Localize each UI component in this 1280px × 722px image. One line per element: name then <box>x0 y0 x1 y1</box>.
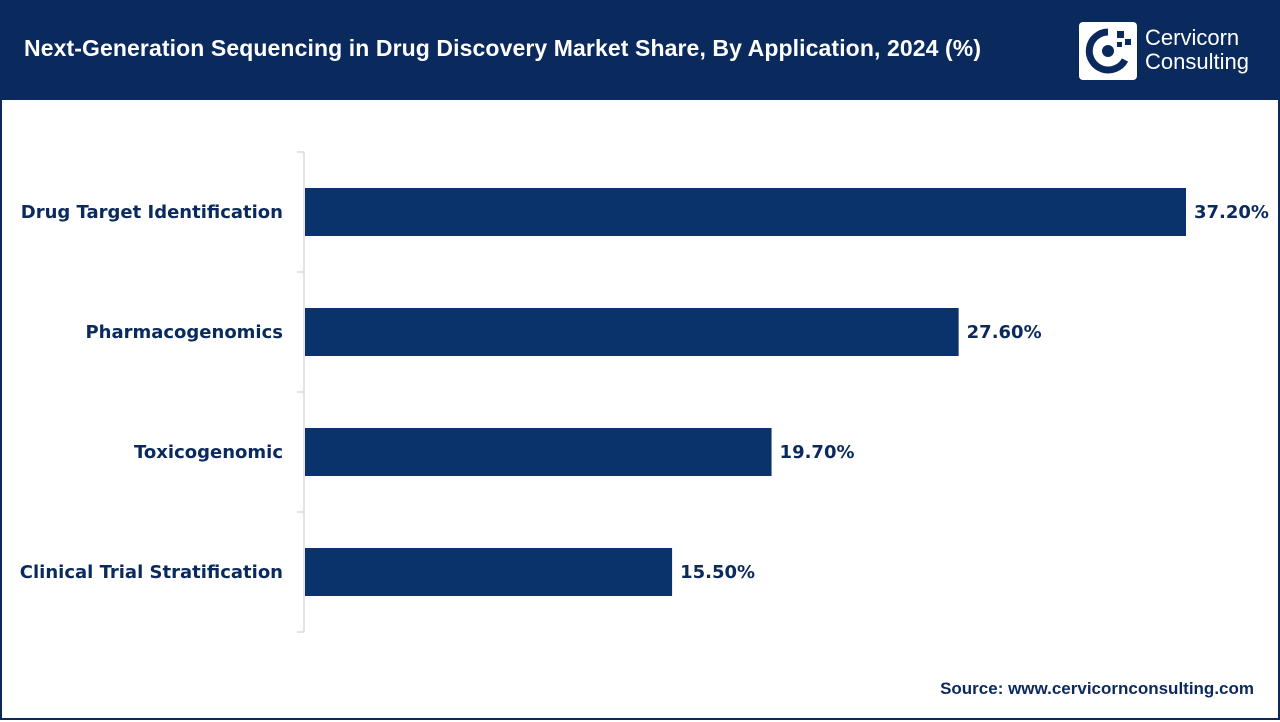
category-label: Pharmacogenomics <box>85 322 283 343</box>
category-label: Toxicogenomic <box>134 442 283 463</box>
bar <box>305 548 673 596</box>
category-label: Drug Target Identification <box>21 202 283 223</box>
value-label: 37.20% <box>1194 202 1269 223</box>
value-label: 19.70% <box>780 442 855 463</box>
logo-text: Cervicorn Consulting <box>1145 26 1249 74</box>
source-note: Source: www.cervicornconsulting.com <box>940 679 1254 698</box>
chart-title: Next-Generation Sequencing in Drug Disco… <box>24 35 982 61</box>
cervicorn-logo-icon <box>1079 22 1137 80</box>
bar <box>305 428 772 476</box>
brand-logo: Cervicorn Consulting <box>1079 22 1259 80</box>
logo-line-1: Cervicorn <box>1145 25 1240 50</box>
labels-layer: Drug Target Identification 37.20% Pharmaco… <box>20 202 1269 583</box>
bar-chart: Drug Target Identification 37.20% Pharmaco… <box>20 151 1269 633</box>
bar <box>305 308 959 356</box>
bar <box>305 188 1186 236</box>
header-banner: Next-Generation Sequencing in Drug Disco… <box>2 2 1280 100</box>
bars-layer <box>305 188 1186 596</box>
category-label: Clinical Trial Stratification <box>20 562 283 583</box>
value-label: 15.50% <box>680 562 755 583</box>
value-label: 27.60% <box>967 322 1042 343</box>
logo-line-2: Consulting <box>1145 49 1249 74</box>
axis-layer <box>297 151 305 633</box>
